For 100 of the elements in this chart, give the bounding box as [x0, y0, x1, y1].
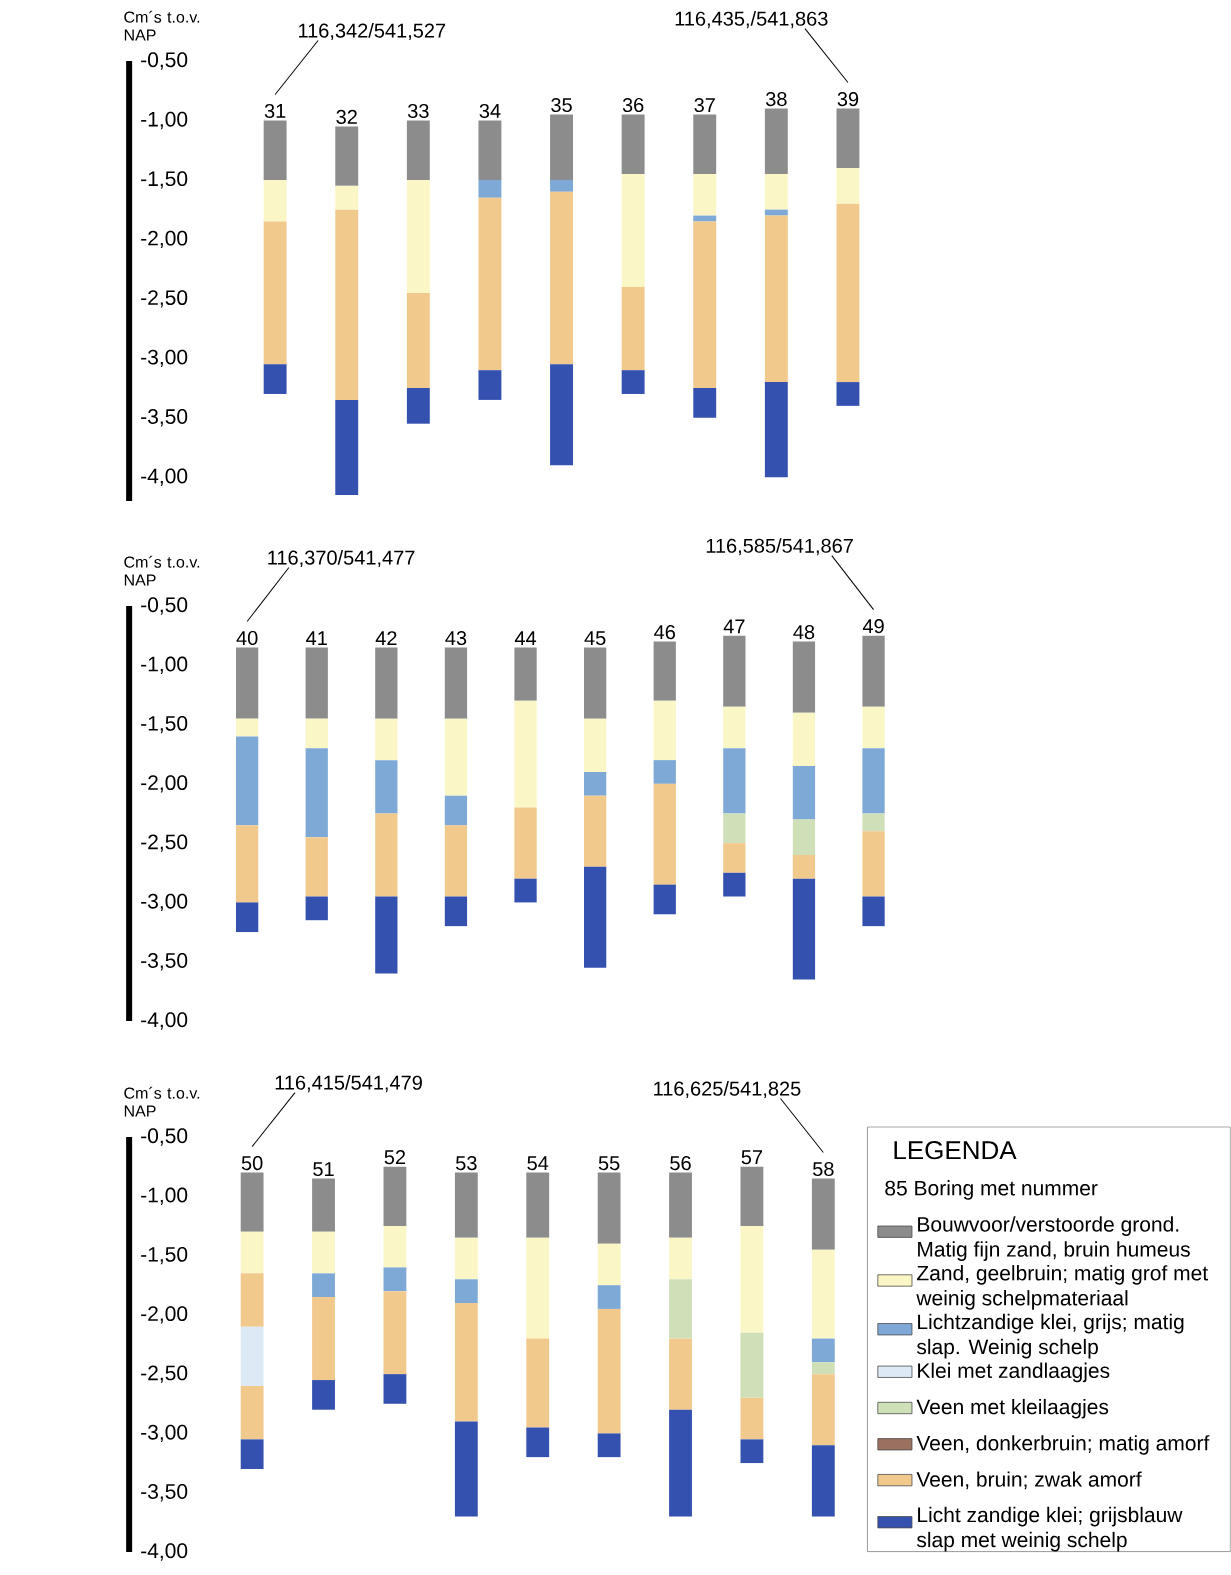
bar [335, 185, 359, 210]
bar [584, 647, 607, 719]
bar [514, 807, 537, 879]
y-tick-label: -2,50 [141, 1365, 188, 1383]
bar [455, 1237, 478, 1280]
bar [550, 364, 574, 466]
x-tick-label: 46 [654, 625, 676, 640]
bar [764, 108, 788, 174]
y-axis-title: Cm´s t.o.v. NAP [124, 1086, 200, 1117]
bar [812, 1445, 835, 1517]
y-tick-label: -2,00 [141, 230, 188, 249]
legend-label: Lichtzandige klei, grijs; matig slap. Weinig schelp [917, 1313, 1184, 1359]
bar [740, 1332, 764, 1398]
bar [236, 718, 259, 737]
bar [312, 1297, 336, 1381]
y-tick-label: -4,00 [141, 1012, 188, 1030]
y-tick-label: -0,50 [141, 52, 188, 70]
bar [444, 825, 468, 897]
bar [236, 825, 259, 903]
bar [653, 700, 676, 761]
bar [669, 1279, 693, 1339]
legend-label: Veen met kleilaagjes [916, 1398, 1109, 1419]
bar [740, 1166, 764, 1226]
x-tick-label: 53 [456, 1156, 477, 1171]
bar [375, 813, 398, 897]
bar [862, 706, 885, 749]
bar [597, 1172, 621, 1244]
bar [693, 388, 717, 418]
legend-label: Veen, bruin; zwak amorf [916, 1471, 1142, 1490]
bar [305, 718, 328, 749]
bar [383, 1291, 407, 1375]
bar [584, 718, 607, 772]
bar [526, 1427, 550, 1458]
bar [621, 114, 645, 174]
bar [478, 120, 502, 180]
bar [862, 896, 885, 927]
bar [335, 399, 359, 496]
text: 116,625/541,825 [654, 1081, 801, 1099]
y-tick-label: -1,50 [141, 715, 188, 734]
bar [693, 114, 717, 174]
bar [550, 179, 574, 192]
y-tick-label: -4,00 [141, 1543, 188, 1561]
bar [455, 1279, 478, 1303]
bar [723, 635, 746, 707]
bar [312, 1178, 336, 1232]
bar [792, 712, 816, 767]
bar [621, 173, 645, 287]
bar [444, 647, 468, 719]
y-tick-label: -2,00 [141, 775, 188, 793]
bar [653, 641, 676, 701]
y-tick-label: -4,00 [141, 468, 188, 486]
x-tick-label: 56 [670, 1156, 691, 1171]
bar [305, 647, 328, 719]
x-tick-label: 51 [313, 1162, 334, 1177]
bar [375, 718, 398, 761]
bar [836, 382, 860, 406]
bar [669, 1172, 693, 1238]
bar [792, 855, 816, 879]
bar [597, 1433, 621, 1458]
bar [383, 1166, 407, 1226]
bar [723, 813, 746, 844]
bar [862, 635, 885, 707]
bar [740, 1439, 764, 1464]
bar [240, 1273, 264, 1327]
y-tick-label: -3,50 [141, 409, 188, 427]
y-tick-label: -0,50 [141, 597, 188, 615]
bar [584, 771, 607, 796]
x-tick-label: 50 [241, 1156, 263, 1171]
bar [792, 766, 816, 820]
bar [669, 1237, 693, 1280]
x-tick-label: 40 [236, 630, 258, 646]
bar [444, 795, 468, 826]
x-tick-label: 58 [813, 1161, 834, 1177]
bar [478, 179, 502, 198]
bar [263, 120, 287, 180]
bar [597, 1285, 621, 1309]
bar [669, 1338, 693, 1410]
text: 116,415/541,479 [275, 1075, 423, 1093]
y-tick-label: -2,00 [141, 1306, 188, 1324]
text: 116,370/541,477 [268, 550, 415, 568]
y-tick-label: -1,00 [141, 1187, 188, 1205]
bar [263, 364, 287, 394]
bar [584, 795, 607, 867]
x-tick-label: 54 [527, 1156, 549, 1171]
y-tick-label: -1,00 [141, 656, 188, 674]
x-tick-label: 52 [384, 1150, 406, 1165]
y-axis-title: Cm´s t.o.v. NAP [124, 555, 200, 586]
bar [740, 1225, 764, 1333]
bar [514, 878, 537, 903]
bar [792, 641, 816, 713]
bar [514, 647, 537, 701]
y-tick-label: -1,50 [141, 171, 188, 189]
bar [723, 872, 746, 897]
bar [406, 292, 430, 389]
x-tick-label: 34 [479, 103, 501, 119]
bar [375, 647, 398, 719]
bar [669, 1409, 693, 1517]
text: 116,435,/541,863 [675, 11, 828, 29]
y-tick-label: -2,50 [141, 290, 188, 308]
bar [383, 1267, 407, 1292]
